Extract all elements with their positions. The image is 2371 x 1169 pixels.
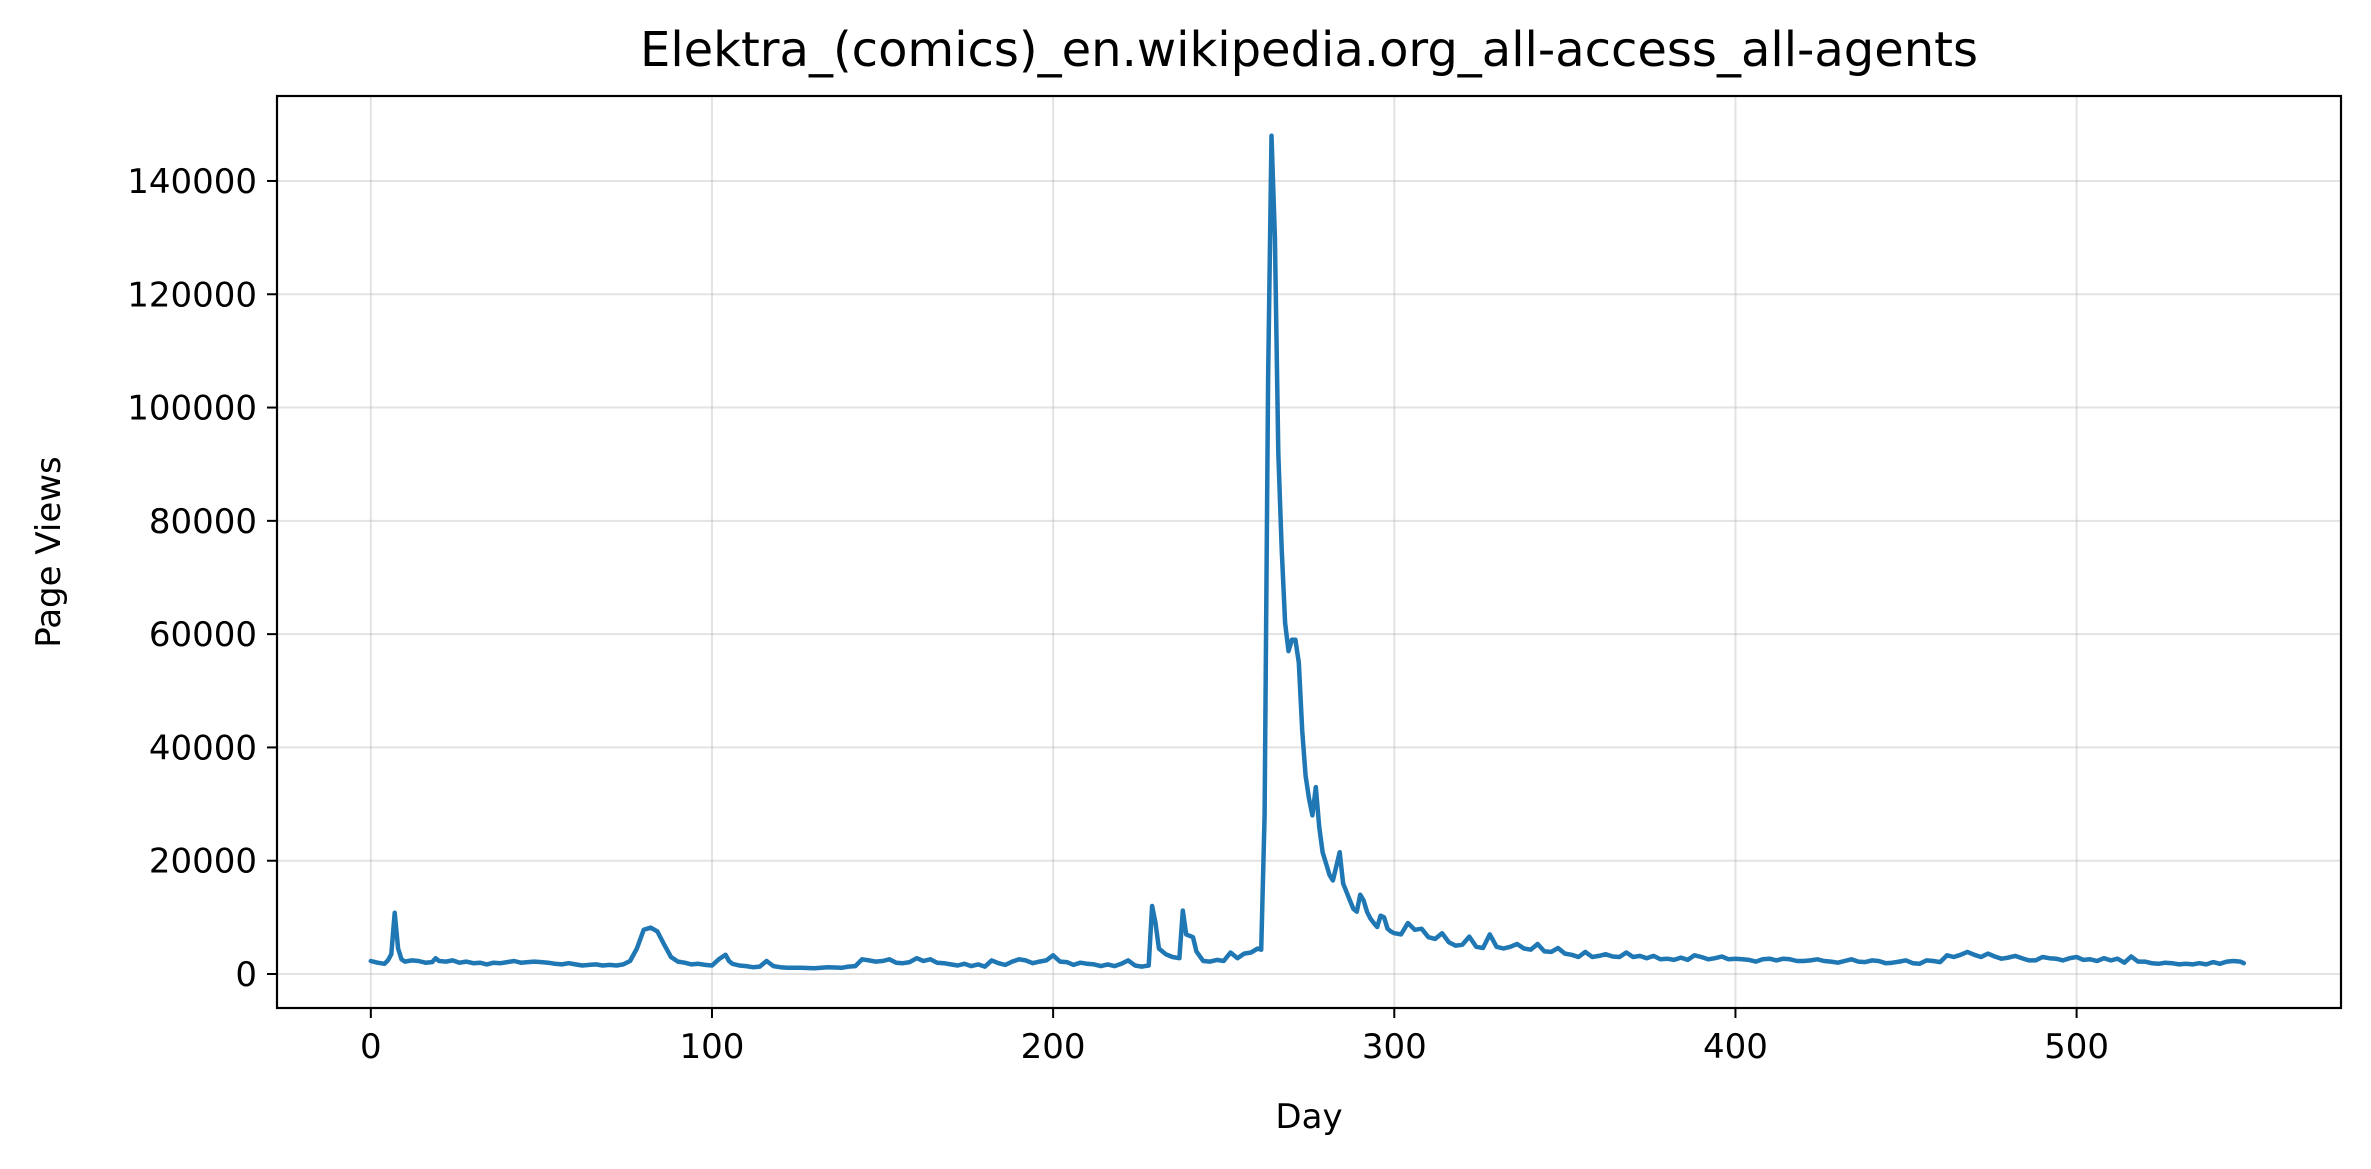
- grid-layer: [277, 96, 2341, 1008]
- x-tick-label: 300: [1362, 1027, 1427, 1067]
- x-tick-label: 500: [2044, 1027, 2109, 1067]
- plot-frame: [275, 94, 2343, 1010]
- y-tick-label: 100000: [127, 389, 257, 429]
- tick-layer: 0 100 200 300 400 500 0 20000 40000 60000 80000 100…: [127, 162, 2109, 1067]
- chart-title: Elektra_(comics)_en.wikipedia.org_all-ac…: [640, 22, 1978, 78]
- y-tick-label: 20000: [149, 842, 257, 882]
- y-tick-label: 80000: [149, 502, 257, 542]
- x-axis-label: Day: [1275, 1097, 1342, 1137]
- y-axis-label: Page Views: [29, 456, 69, 648]
- y-tick-label: 0: [235, 955, 257, 995]
- y-tick-label: 140000: [127, 162, 257, 202]
- series-layer: [368, 133, 2247, 971]
- y-tick-label: 40000: [149, 728, 257, 768]
- x-tick-label: 100: [680, 1027, 745, 1067]
- x-tick-label: 0: [360, 1027, 382, 1067]
- y-tick-label: 120000: [127, 275, 257, 315]
- y-tick-label: 60000: [149, 615, 257, 655]
- x-tick-label: 200: [1021, 1027, 1086, 1067]
- series-line: [368, 133, 2247, 971]
- x-tick-label: 400: [1703, 1027, 1768, 1067]
